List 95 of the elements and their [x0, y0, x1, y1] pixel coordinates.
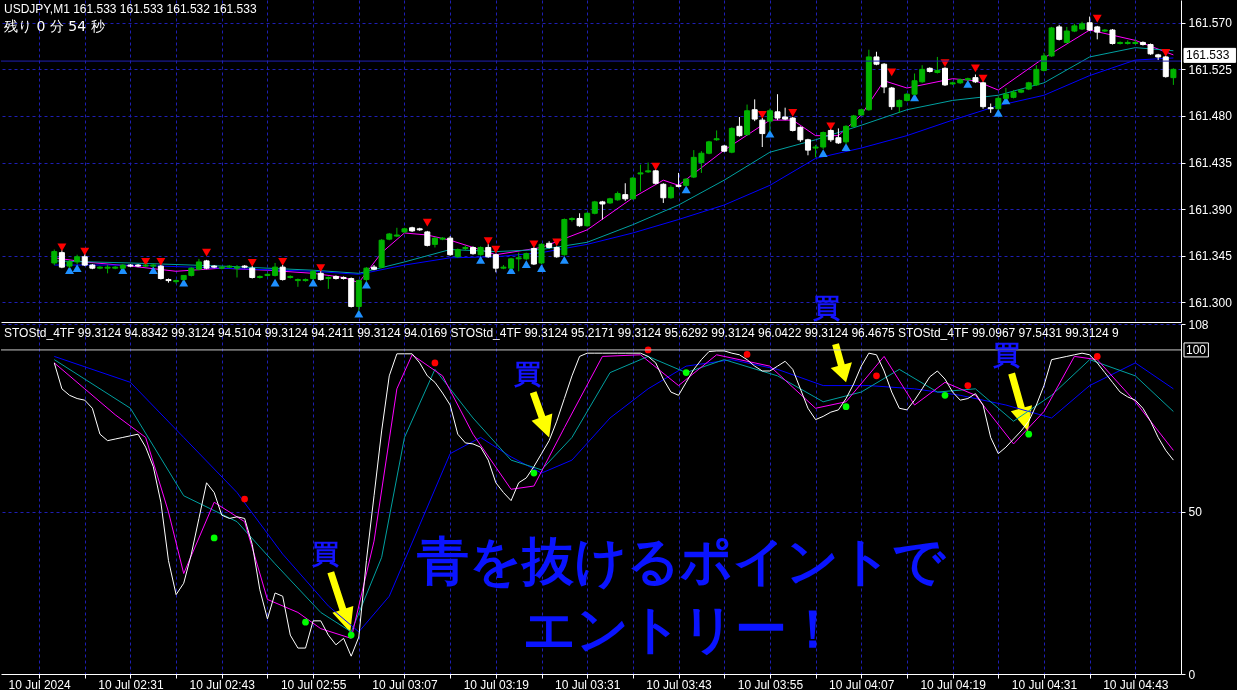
x-tick-label: 10 Jul 2024 — [8, 677, 71, 692]
candlestick — [447, 235, 454, 257]
candlestick — [629, 176, 636, 201]
point — [559, 256, 569, 264]
x-tick-label: 10 Jul 03:19 — [463, 677, 530, 692]
point — [818, 149, 828, 158]
annotation: 買 — [812, 292, 840, 324]
ref-line-label: 100 — [1186, 342, 1207, 357]
x-tick-label: 10 Jul 03:31 — [555, 677, 621, 692]
x-tick-label: 10 Jul 02:43 — [189, 677, 256, 692]
point — [841, 143, 851, 151]
y-tick-label: 161.345 — [1188, 249, 1233, 264]
point — [963, 79, 973, 88]
candlestick — [736, 116, 743, 138]
y-tick-label: 161.480 — [1188, 109, 1233, 124]
y-tick-label: 161.570 — [1188, 16, 1233, 31]
point — [788, 108, 798, 117]
y-tick-label: 161.300 — [1188, 295, 1233, 310]
x-tick-label: 10 Jul 04:31 — [1011, 677, 1078, 692]
point — [80, 247, 90, 256]
point — [247, 259, 257, 267]
point — [65, 266, 74, 275]
x-tick-label: 10 Jul 03:43 — [646, 677, 713, 692]
point — [682, 369, 690, 376]
point — [826, 122, 836, 131]
point — [978, 74, 988, 83]
point — [651, 162, 661, 171]
point — [537, 264, 546, 273]
point — [993, 108, 1003, 117]
point — [354, 309, 364, 318]
point — [681, 185, 691, 194]
point — [202, 248, 212, 257]
point — [302, 618, 309, 626]
point — [431, 359, 439, 367]
y-tick-label: 108 — [1188, 317, 1209, 332]
y-tick-label: 161.435 — [1188, 156, 1233, 171]
point — [422, 218, 432, 227]
chart-title: STOStd_4TF 99.3124 94.8342 99.3124 94.5104 99.3124 94.2411 99.3124 94.0169 STOStd_4TF 99.3124 95.2171 99.3124 95.6292 99.3124 96.0422 99.3124 96.4675 STOStd_4TF 99.0967 97.5431 99.3124 9 — [4, 326, 1120, 340]
point — [530, 469, 538, 477]
point — [552, 238, 562, 247]
point — [1025, 430, 1033, 438]
point — [1092, 14, 1102, 23]
point — [521, 260, 531, 268]
point — [970, 64, 980, 73]
candlestick — [393, 227, 400, 238]
x-tick-label: 10 Jul 04:43 — [1103, 677, 1169, 692]
y-tick-label: 161.525 — [1188, 62, 1233, 77]
point — [964, 382, 972, 389]
point — [278, 258, 288, 266]
point — [873, 372, 880, 380]
y-tick-label: 50 — [1188, 505, 1203, 520]
candlestick — [660, 182, 667, 204]
point — [270, 278, 280, 287]
point — [210, 534, 218, 542]
candlestick — [744, 104, 751, 137]
y-tick-label: 161.390 — [1188, 202, 1233, 217]
point — [347, 631, 355, 639]
text: 残り 0 分 54 秒 — [4, 18, 105, 34]
point — [141, 258, 151, 266]
candlestick — [325, 275, 332, 290]
candlestick — [173, 279, 180, 285]
point — [72, 264, 82, 273]
x-tick-label: 10 Jul 02:55 — [280, 677, 347, 692]
point — [941, 391, 949, 399]
point — [148, 266, 158, 275]
point — [529, 240, 539, 249]
chart-title: USDJPY,M1 161.533 161.533 161.532 161.533 — [4, 2, 257, 16]
annotation: 買 — [513, 358, 541, 390]
ref-line-label: 161.533 — [1186, 48, 1230, 63]
y-tick-label: 0 — [1188, 667, 1196, 682]
point — [476, 256, 486, 264]
annotation: 買 — [311, 538, 339, 570]
point — [1161, 48, 1171, 57]
x-tick-label: 10 Jul 03:07 — [372, 677, 438, 692]
x-tick-label: 10 Jul 02:31 — [98, 677, 164, 692]
point — [241, 495, 248, 503]
x-tick-label: 10 Jul 03:55 — [737, 677, 804, 692]
point — [743, 351, 751, 358]
point — [1093, 353, 1101, 360]
point — [483, 237, 493, 246]
candlestick — [538, 242, 545, 265]
point — [316, 264, 326, 273]
annotation: 青を抜けるポイントでエントリー！ — [415, 531, 947, 660]
x-tick-label: 10 Jul 04:19 — [920, 677, 987, 692]
point — [156, 258, 166, 266]
point — [757, 111, 767, 119]
x-tick-label: 10 Jul 04:07 — [829, 677, 895, 692]
point — [361, 280, 371, 289]
annotation: 買 — [993, 339, 1021, 371]
point — [910, 93, 920, 102]
candlestick — [713, 129, 720, 142]
point — [842, 403, 850, 410]
candlestick — [1117, 40, 1124, 46]
point — [308, 278, 318, 287]
candlestick — [728, 126, 735, 154]
